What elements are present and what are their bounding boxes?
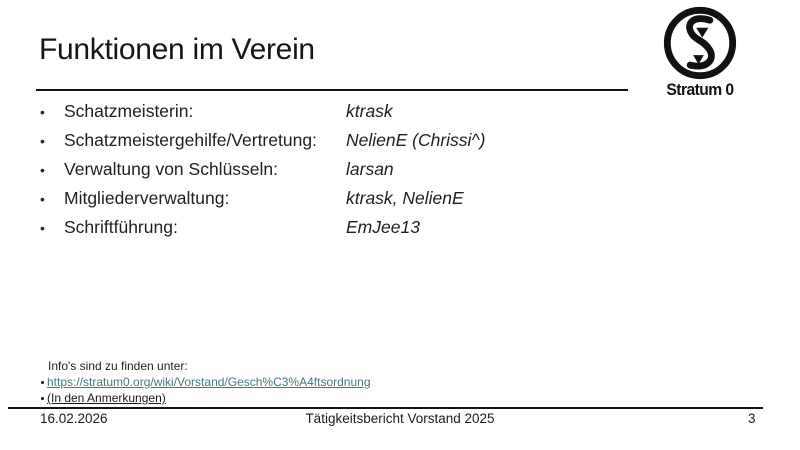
bullet-icon: • bbox=[40, 220, 45, 236]
mini-bullet-icon bbox=[41, 381, 44, 384]
function-label: Schatzmeistergehilfe/Vertretung: bbox=[64, 130, 317, 150]
info-note: (In den Anmerkungen) bbox=[47, 391, 166, 405]
function-value: NelienE (Chrissi^) bbox=[346, 130, 486, 150]
function-label: Schriftführung: bbox=[64, 217, 178, 237]
bullet-icon: • bbox=[40, 191, 45, 207]
info-note-line: (In den Anmerkungen) bbox=[41, 390, 371, 406]
function-label: Mitgliederverwaltung: bbox=[64, 188, 230, 208]
function-value: ktrask, NelienE bbox=[346, 188, 464, 208]
function-list-item: • Schatzmeistergehilfe/Vertretung: Nelie… bbox=[40, 130, 486, 159]
footer-page-number: 3 bbox=[748, 411, 756, 426]
function-list-item: • Schriftführung: EmJee13 bbox=[40, 217, 486, 246]
wiki-link[interactable]: https://stratum0.org/wiki/Vorstand/Gesch… bbox=[47, 375, 371, 389]
info-heading: Info's sind zu finden unter: bbox=[48, 359, 188, 373]
bullet-icon: • bbox=[40, 133, 45, 149]
logo-text: Stratum 0 bbox=[666, 80, 734, 99]
info-link-line: https://stratum0.org/wiki/Vorstand/Gesch… bbox=[41, 374, 371, 390]
title-divider bbox=[36, 89, 628, 91]
footer-date: 16.02.2026 bbox=[40, 411, 108, 426]
function-list-item: • Schatzmeisterin: ktrask bbox=[40, 101, 486, 130]
hourglass-icon bbox=[663, 6, 737, 80]
mini-bullet-icon bbox=[41, 397, 44, 400]
function-value: larsan bbox=[346, 159, 394, 179]
function-value: ktrask bbox=[346, 101, 393, 121]
function-value: EmJee13 bbox=[346, 217, 420, 237]
bullet-icon: • bbox=[40, 162, 45, 178]
bullet-icon: • bbox=[40, 104, 45, 120]
footer-title: Tätigkeitsbericht Vorstand 2025 bbox=[305, 411, 495, 426]
footer-divider bbox=[8, 407, 763, 409]
function-list: • Schatzmeisterin: ktrask • Schatzmeiste… bbox=[40, 101, 486, 246]
info-block: Info's sind zu finden unter: https://str… bbox=[41, 358, 371, 406]
function-list-item: • Verwaltung von Schlüsseln: larsan bbox=[40, 159, 486, 188]
stratum0-logo: Stratum 0 bbox=[652, 5, 748, 100]
function-label: Schatzmeisterin: bbox=[64, 101, 194, 121]
function-list-item: • Mitgliederverwaltung: ktrask, NelienE bbox=[40, 188, 486, 217]
function-label: Verwaltung von Schlüsseln: bbox=[64, 159, 279, 179]
page-title: Funktionen im Verein bbox=[39, 33, 315, 66]
